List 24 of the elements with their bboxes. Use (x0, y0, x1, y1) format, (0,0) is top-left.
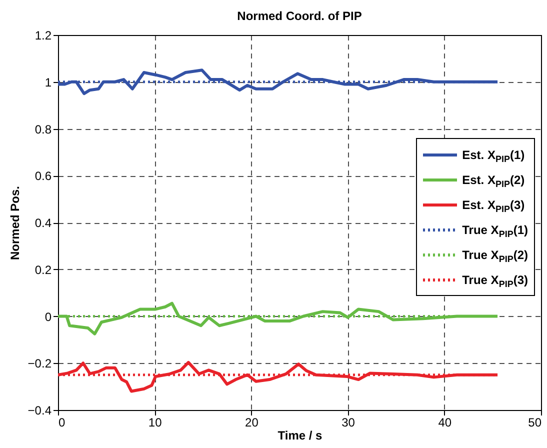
y-tick-label: −0.2 (28, 356, 52, 371)
x-tick-label: 20 (245, 416, 259, 430)
y-tick-label: −0.4 (28, 404, 52, 418)
x-tick-label: 30 (342, 416, 356, 430)
y-tick-label: 0 (44, 310, 52, 324)
x-axis-title: Time / s (278, 428, 323, 442)
y-tick-label: 0.2 (34, 262, 52, 277)
y-axis-title: Normed Pos. (8, 186, 22, 260)
y-tick-label: 1 (44, 75, 52, 90)
legend-label: True X$_{PIP}$(2) (462, 248, 528, 264)
y-tick-label: 0.4 (34, 216, 52, 230)
chart-title: Normed Coord. of PIP (237, 9, 362, 23)
x-tick-label: 10 (148, 416, 162, 430)
x-tick-label: 40 (438, 416, 452, 430)
legend-label: Est. X$_{PIP}$(2) (462, 172, 525, 188)
legend-label: True X$_{PIP}$(1) (462, 222, 528, 238)
x-tick-label: 0 (58, 416, 66, 430)
legend-label: True X$_{PIP}$(3) (462, 272, 528, 288)
y-tick-label: 0.8 (34, 122, 52, 136)
y-tick-label: 0.6 (34, 169, 52, 184)
x-tick-label: 50 (528, 416, 542, 430)
legend-label: Est. X$_{PIP}$(1) (462, 148, 525, 164)
legend-label: Est. X$_{PIP}$(3) (462, 198, 525, 214)
y-tick-label: 1.2 (34, 28, 52, 42)
